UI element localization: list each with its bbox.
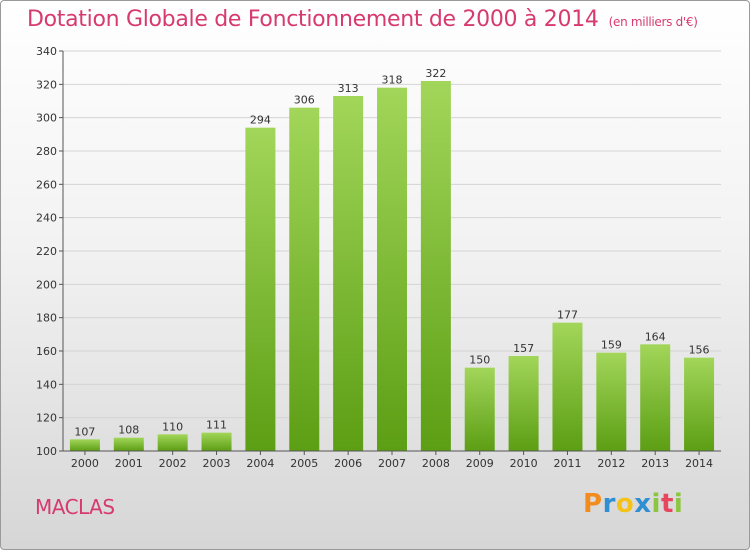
x-tick-label-2009: 2009: [466, 457, 494, 470]
x-tick-label-2007: 2007: [378, 457, 406, 470]
data-label-2003: 111: [206, 419, 227, 432]
bar-2006: [333, 96, 364, 451]
y-tick-label: 120: [36, 412, 57, 425]
commune-name: MACLAS: [35, 495, 115, 519]
bar-2008: [420, 81, 451, 451]
x-tick-label-2000: 2000: [71, 457, 99, 470]
y-tick-label: 240: [36, 212, 57, 225]
y-tick-label: 180: [36, 312, 57, 325]
y-tick-label: 340: [36, 45, 57, 58]
logo-letter: P: [583, 489, 603, 519]
bar-2001: [113, 437, 144, 451]
bar-2005: [289, 107, 320, 452]
x-tick-label-2001: 2001: [115, 457, 143, 470]
data-label-2012: 159: [601, 339, 622, 352]
x-tick-label-2013: 2013: [641, 457, 669, 470]
title-text: Dotation Globale de Fonctionnement de 20…: [27, 7, 599, 32]
data-label-2001: 108: [118, 424, 139, 437]
data-label-2008: 322: [425, 67, 446, 80]
data-label-2004: 294: [250, 114, 271, 127]
y-tick-label: 220: [36, 245, 57, 258]
data-label-2010: 157: [513, 342, 534, 355]
x-tick-label-2010: 2010: [510, 457, 538, 470]
x-tick-label-2006: 2006: [334, 457, 362, 470]
y-axis: 100 120 140 160 180 200 220 240 260 280 300 320 340: [36, 45, 64, 458]
y-tick-label: 200: [36, 278, 57, 291]
y-tick-label: 320: [36, 78, 57, 91]
x-tick-label-2011: 2011: [553, 457, 581, 470]
data-label-2005: 306: [294, 94, 315, 107]
data-label-2002: 110: [162, 420, 183, 433]
bar-2009: [464, 367, 495, 451]
unit-label: (en milliers d'€): [608, 15, 698, 29]
data-label-2013: 164: [645, 330, 666, 343]
bar-2012: [596, 352, 627, 451]
y-tick-label: 260: [36, 178, 57, 191]
data-label-2006: 313: [338, 82, 359, 95]
x-axis: 2000 2001 2002 2003 2004 2005 2006 2007 2008 2009…: [63, 450, 721, 470]
bar-2010: [508, 356, 539, 451]
x-tick-label-2014: 2014: [685, 457, 713, 470]
x-tick-label-2005: 2005: [290, 457, 318, 470]
bar-2014: [684, 357, 715, 451]
data-label-2014: 156: [689, 344, 710, 357]
logo-letter: o: [615, 489, 635, 519]
x-tick-label-2002: 2002: [159, 457, 187, 470]
y-tick-label: 280: [36, 145, 57, 158]
data-label-2007: 318: [382, 74, 403, 87]
x-tick-label-2003: 2003: [203, 457, 231, 470]
x-tick-label-2012: 2012: [597, 457, 625, 470]
data-label-2011: 177: [557, 309, 578, 322]
bar-2000: [69, 439, 100, 451]
logo-letter: r: [602, 489, 616, 519]
chart-title: Dotation Globale de Fonctionnement de 20…: [27, 7, 698, 32]
data-label-2009: 150: [469, 354, 490, 367]
bar-2011: [552, 322, 583, 451]
y-tick-label: 300: [36, 112, 57, 125]
bars: 107 108 110 111 294 306 313 318 322 150 157 177 159 1…: [69, 67, 715, 452]
bar-2002: [157, 434, 188, 451]
proxiti-logo[interactable]: Proxiti: [583, 489, 683, 519]
bar-2007: [377, 87, 407, 452]
logo-letter: i: [673, 489, 684, 519]
bar-2013: [640, 344, 671, 451]
data-label-2000: 107: [74, 425, 95, 438]
x-tick-label-2008: 2008: [422, 457, 450, 470]
logo-letter: i: [651, 489, 661, 519]
x-tick-label-2004: 2004: [246, 457, 274, 470]
bar-2004: [245, 127, 276, 452]
logo-letter: t: [660, 489, 674, 519]
logo-letter: x: [634, 489, 652, 519]
bar-2003: [201, 432, 232, 451]
y-tick-label: 140: [36, 378, 57, 391]
y-tick-label: 160: [36, 345, 57, 358]
y-tick-label: 100: [36, 445, 57, 458]
